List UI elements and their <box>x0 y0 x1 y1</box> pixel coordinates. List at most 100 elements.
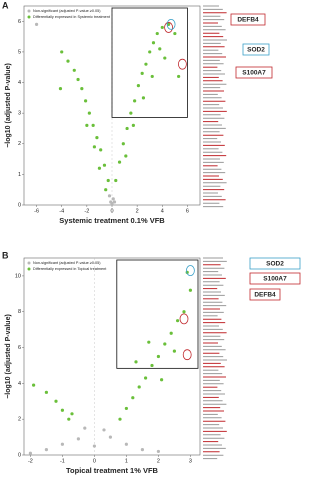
annotation-box <box>242 43 270 56</box>
data-point <box>173 31 177 36</box>
data-point <box>80 87 84 91</box>
data-point <box>124 442 128 446</box>
data-point <box>172 349 176 353</box>
x-tick-label: 4 <box>161 208 164 214</box>
data-point <box>151 41 156 45</box>
data-point <box>97 166 102 170</box>
data-point <box>60 408 64 412</box>
annotation-box <box>235 66 273 79</box>
data-point <box>76 437 80 441</box>
x-tick-label: -4 <box>59 208 64 214</box>
data-point <box>137 385 141 389</box>
data-point <box>60 442 64 446</box>
annotation-label: DEFB4 <box>237 17 259 24</box>
y-tick-label: 8 <box>18 309 21 315</box>
y-tick-label: 0 <box>18 452 21 458</box>
data-point <box>102 163 107 167</box>
y-tick-label: 6 <box>18 345 21 351</box>
data-point <box>169 331 173 335</box>
x-tick-label: 0 <box>110 208 113 214</box>
annotation-circle <box>166 18 176 30</box>
data-point <box>141 96 146 100</box>
highlight-box <box>111 7 188 118</box>
data-point <box>85 123 89 127</box>
data-point <box>99 148 103 152</box>
y-tick-label: 5 <box>18 49 21 55</box>
y-tick-label: 10 <box>15 273 21 279</box>
data-point <box>147 340 151 344</box>
legend-swatch <box>27 267 31 271</box>
data-point <box>124 406 128 411</box>
annotation-circle <box>164 22 173 33</box>
data-point <box>106 178 110 183</box>
data-point <box>44 448 49 452</box>
annotation-circle <box>179 313 189 325</box>
data-point <box>102 428 106 432</box>
data-point <box>104 188 108 192</box>
x-tick-label: -2 <box>28 458 33 464</box>
y-axis-label: −log10 (adjusted P-value) <box>5 63 12 148</box>
data-point <box>95 136 99 140</box>
data-point <box>121 142 125 146</box>
legend-swatch <box>27 9 31 13</box>
x-tick-label: 2 <box>157 458 160 464</box>
x-tick-label: 6 <box>186 208 189 214</box>
data-point <box>156 449 160 454</box>
data-point <box>158 47 162 51</box>
data-point <box>44 390 49 394</box>
y-tick-label: 1 <box>18 172 21 178</box>
data-point <box>125 126 129 131</box>
annotation-label: S100A7 <box>263 276 287 283</box>
x-tick-label: 0 <box>93 458 96 464</box>
y-tick-label: 6 <box>18 19 21 25</box>
data-point <box>156 354 160 359</box>
data-point <box>111 197 115 201</box>
data-point <box>131 396 135 400</box>
y-tick-label: 0 <box>18 202 21 208</box>
data-point <box>67 417 71 421</box>
panel-label: A <box>2 0 9 10</box>
y-tick-label: 2 <box>18 141 21 147</box>
annotation-box <box>249 257 301 270</box>
x-axis-label: Systemic treatment 0.1% VFB <box>59 216 165 225</box>
data-point <box>144 62 148 66</box>
data-point <box>160 378 164 382</box>
data-point <box>144 376 148 380</box>
x-axis-label: Topical treatment 1% VFB <box>66 466 159 475</box>
data-point <box>83 426 87 430</box>
data-point <box>110 201 114 206</box>
data-point <box>150 74 154 79</box>
data-point <box>134 360 138 364</box>
legend-label: Non-significant (adjusted P-value ≥0.05) <box>33 9 101 13</box>
data-point <box>54 399 58 403</box>
annotation-label: DEFB4 <box>254 292 276 299</box>
data-point <box>163 56 167 60</box>
annotation-box <box>249 272 301 285</box>
y-axis-label: −log10 (adjusted P-value) <box>5 314 12 399</box>
data-point <box>70 412 74 416</box>
panel-label: B <box>2 250 9 260</box>
annotation-box <box>230 13 266 26</box>
data-point <box>112 200 117 204</box>
data-point <box>76 77 80 82</box>
data-point <box>188 288 192 292</box>
annotation-circle <box>185 265 195 276</box>
data-point <box>87 111 91 115</box>
data-point <box>133 99 137 103</box>
legend-label: Differentially expressed in Systemic tre… <box>33 15 111 19</box>
data-point <box>176 319 180 323</box>
data-point <box>136 84 140 88</box>
data-point <box>34 22 39 26</box>
y-tick-label: 4 <box>18 381 21 387</box>
legend-swatch <box>27 15 31 19</box>
data-point <box>31 383 36 387</box>
data-point <box>108 435 112 439</box>
data-point <box>163 342 167 346</box>
annotation-label: S100A7 <box>242 70 266 77</box>
data-point <box>117 160 122 164</box>
data-point <box>148 50 152 54</box>
data-point <box>182 310 186 314</box>
annotation-circle <box>177 58 187 70</box>
x-tick-label: -6 <box>34 208 39 214</box>
